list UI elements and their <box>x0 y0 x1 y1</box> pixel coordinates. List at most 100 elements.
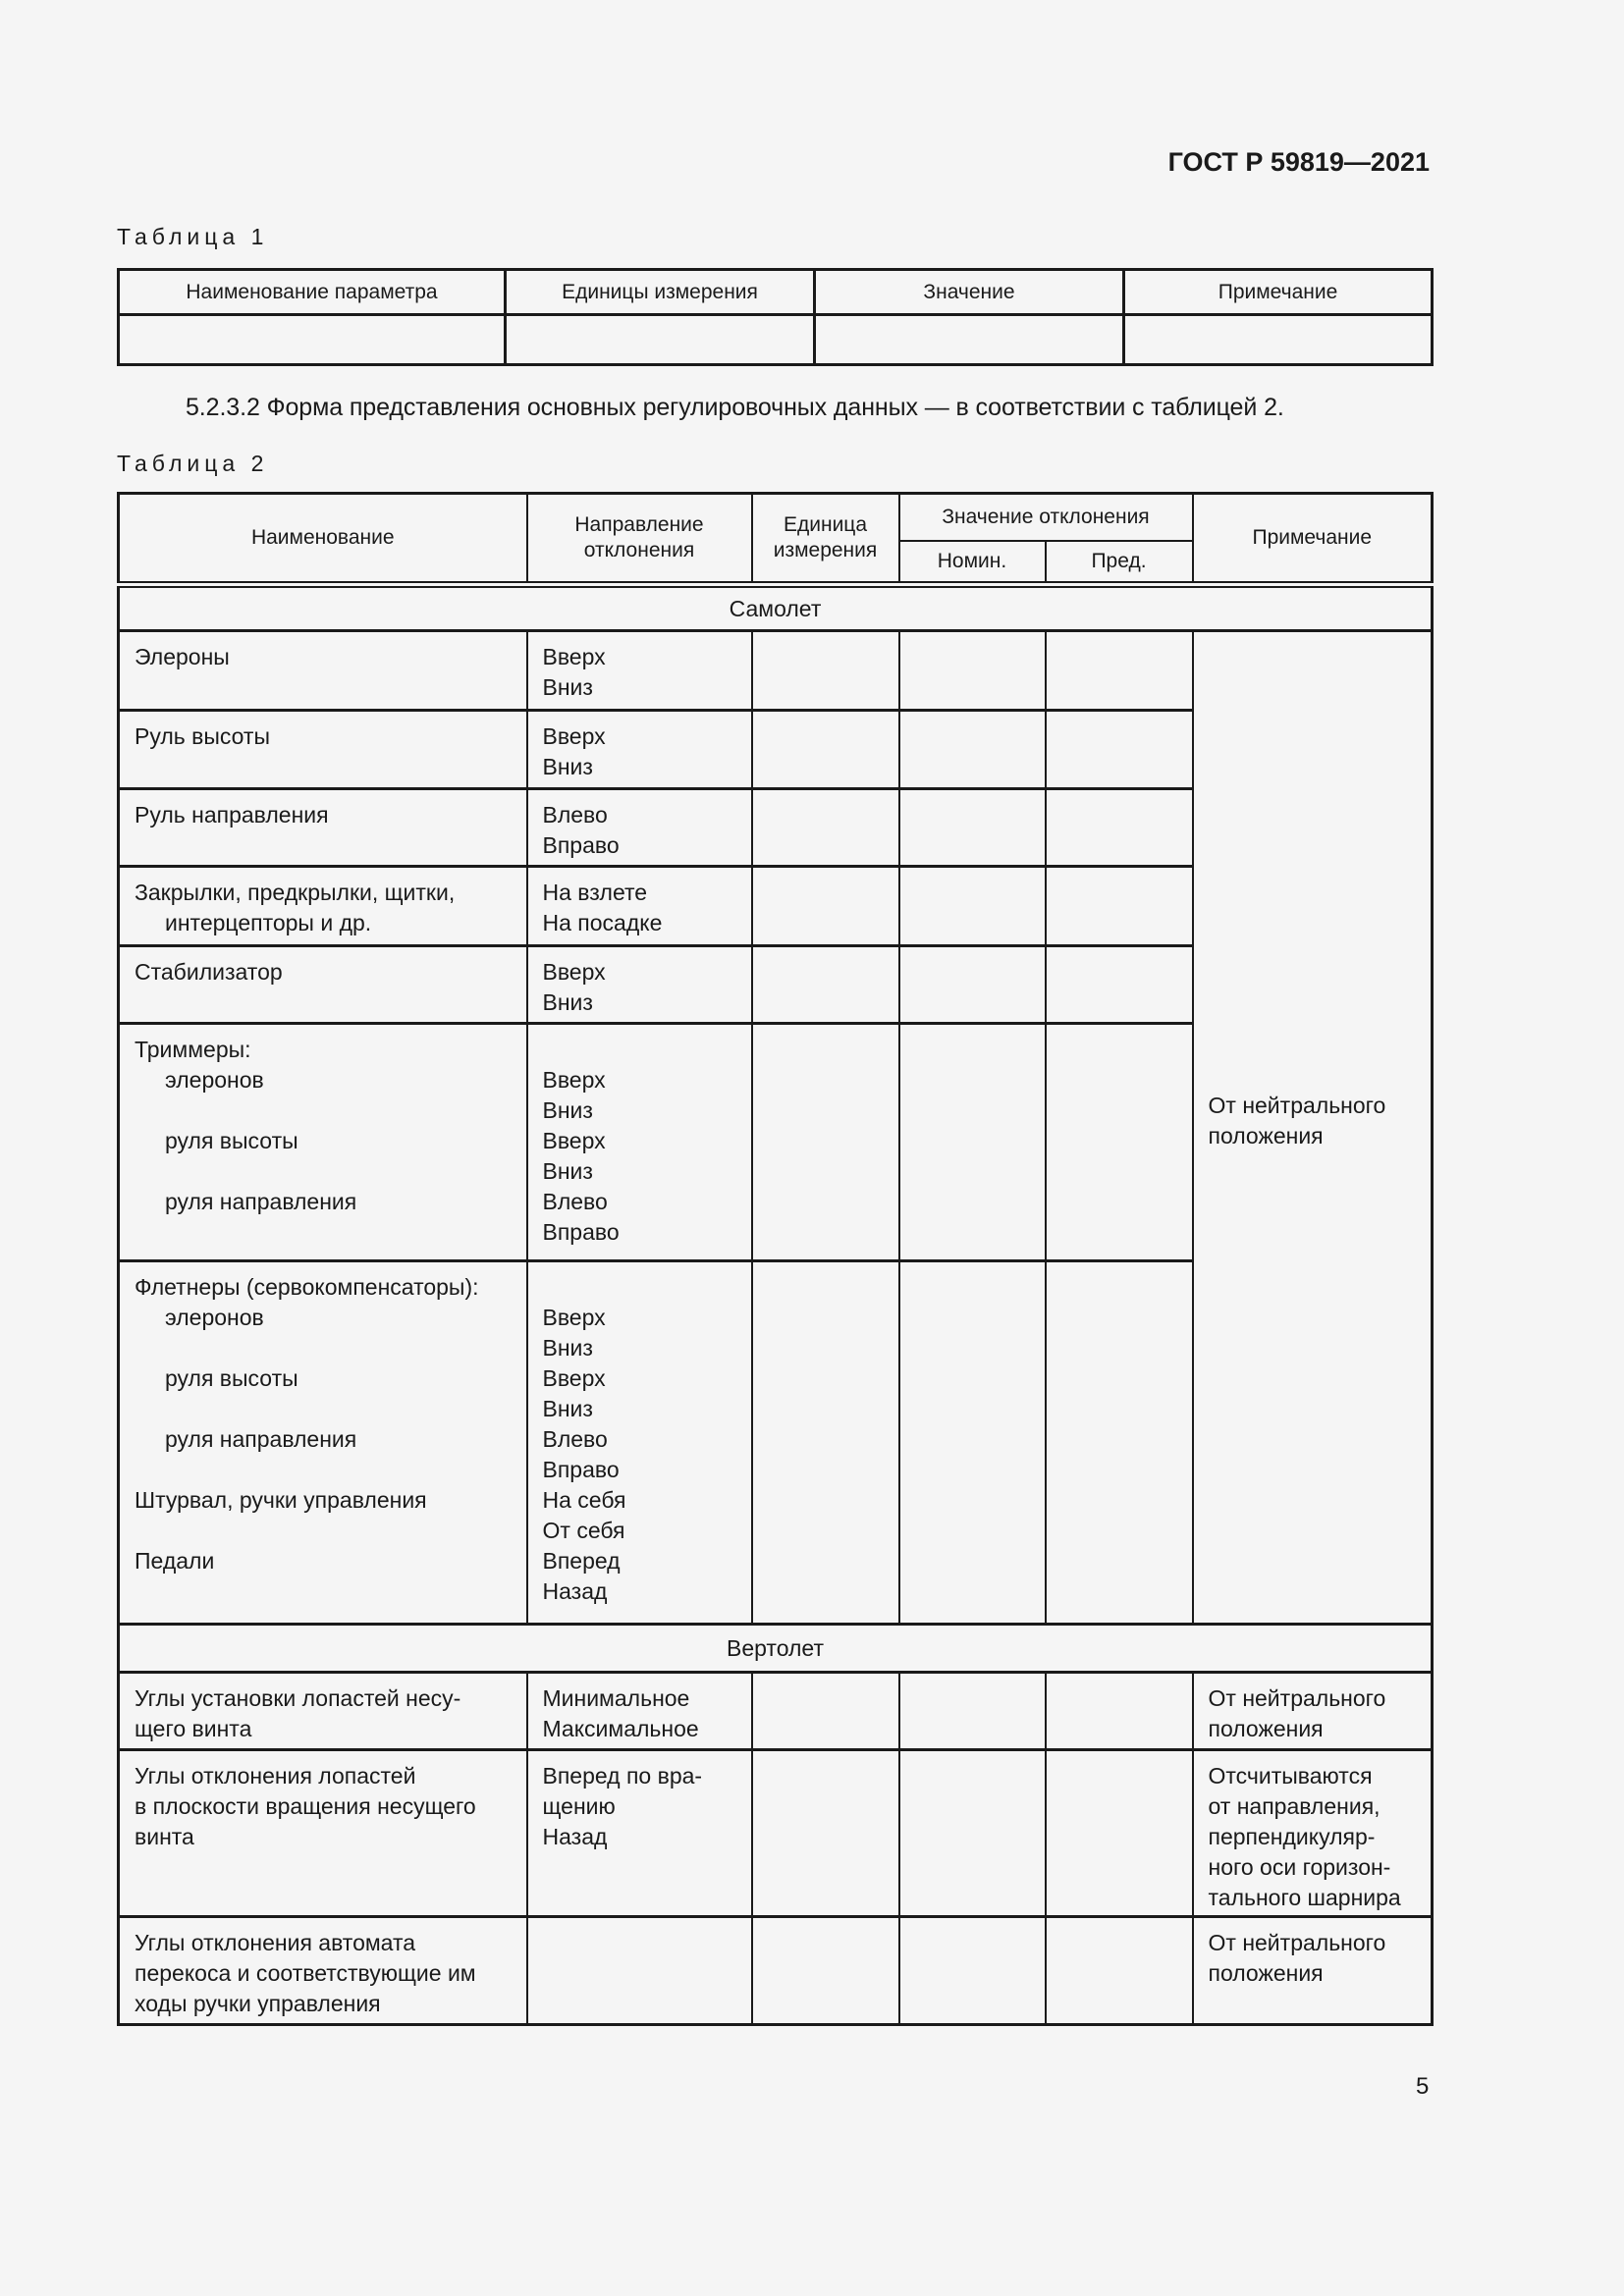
cell-line: Вверх <box>542 644 606 669</box>
direction-cell: Вверх Вниз <box>525 709 753 790</box>
table-row: Флетнеры (сервокомпенсаторы): элеронов рул… <box>117 1259 1433 1626</box>
table1-header-cell: Значение <box>813 268 1125 316</box>
document-code: ГОСТ Р 59819—2021 <box>1167 147 1430 177</box>
limit-cell <box>1044 865 1194 947</box>
table-row: Руль высоты Вверх Вниз <box>117 709 1433 790</box>
cell-line: Отсчитываются <box>1208 1763 1373 1789</box>
header-direction-text: Направление отклонения <box>574 513 704 561</box>
cell-line: Вниз <box>542 674 593 700</box>
direction-cell: Вперед по вра-щению Назад <box>525 1748 753 1918</box>
unit-cell <box>750 865 900 947</box>
nominal-cell <box>897 1915 1047 2026</box>
cell-content: Вперед по вра-щению Назад <box>528 1751 751 1852</box>
unit-cell <box>750 1915 900 2026</box>
name-cell: Руль высоты <box>117 709 528 790</box>
nominal-cell <box>897 944 1047 1025</box>
table1-cell <box>1122 313 1434 366</box>
table2-header-row: Наименование Направление отклонения Един… <box>117 492 1434 588</box>
cell-line: Углы отклонения лопастей <box>135 1763 416 1789</box>
name-cell: Углы отклонения автомата перекоса и соотв… <box>117 1915 528 2026</box>
header-value-group: Значение отклонения <box>897 492 1194 542</box>
cell-line: Вверх <box>542 1305 606 1330</box>
cell-line: Вверх <box>542 959 606 985</box>
direction-cell: Вверх Вниз <box>525 944 753 1025</box>
limit-cell <box>1044 1259 1194 1626</box>
table1-header-cell: Единицы измерения <box>504 268 816 316</box>
page-number: 5 <box>1416 2073 1430 2100</box>
header-limit: Пред. <box>1044 539 1194 588</box>
cell-line: Руль направления <box>135 802 329 828</box>
direction-cell: Вверх Вниз Вверх Вниз Влево Вправо <box>525 1022 753 1262</box>
nominal-cell <box>897 709 1047 790</box>
cell-line: Назад <box>542 1824 608 1849</box>
cell-line: винта <box>135 1824 194 1849</box>
cell-content: Руль направления <box>120 790 526 830</box>
cell-line: Вниз <box>542 754 593 779</box>
direction-cell: Вверх Вниз Вверх Вниз Влево Вправо На себя От с… <box>525 1259 753 1626</box>
note-cell: От нейтрального положения <box>1191 1915 1434 2026</box>
cell-line: элеронов <box>165 1067 264 1093</box>
table-row: Углы отклонения автомата перекоса и соотв… <box>117 1915 1434 2026</box>
cell-line: Вправо <box>542 1457 620 1482</box>
cell-line: На посадке <box>542 910 663 935</box>
cell-content: Вверх Вниз Вверх Вниз Влево Вправо На себя От с… <box>528 1262 751 1607</box>
cell-line: Минимальное <box>542 1685 690 1711</box>
cell-content: От нейтрального положения <box>1194 1091 1432 1151</box>
section-helicopter: Вертолет <box>117 1623 1434 1674</box>
section-airplane: Самолет <box>117 583 1434 632</box>
table2-subheader-row: Номин. Пред. <box>119 539 1433 588</box>
table2-caption: Таблица 2 <box>117 451 269 476</box>
cell-line: щего винта <box>135 1716 252 1741</box>
cell-content: На взлете На посадке <box>528 868 751 938</box>
table1-cell <box>813 313 1125 366</box>
nominal-cell <box>897 1748 1047 1918</box>
table-row: Элероны Вверх Вниз От нейтрального положения <box>117 629 1434 1626</box>
cell-line: Стабилизатор <box>135 959 283 985</box>
table1-cell <box>504 313 816 366</box>
cell-line: Триммеры: <box>135 1037 251 1062</box>
table1-caption: Таблица 1 <box>117 224 269 249</box>
direction-cell: Минимальное Максимальное <box>525 1671 753 1751</box>
cell-content: Флетнеры (сервокомпенсаторы): элеронов рул… <box>120 1262 526 1576</box>
cell-line <box>543 1272 739 1303</box>
limit-cell <box>1044 709 1194 790</box>
cell-line: На себя <box>542 1487 626 1513</box>
cell-line <box>135 1156 514 1187</box>
header-note: Примечание <box>1191 492 1434 588</box>
cell-line: Вправо <box>542 1219 620 1245</box>
cell-line <box>135 1394 514 1424</box>
cell-line: руля высоты <box>165 1365 298 1391</box>
table1-empty-row <box>117 313 1434 366</box>
cell-line: Вниз <box>542 1097 593 1123</box>
table1-cell <box>117 313 507 366</box>
cell-line: От себя <box>542 1518 625 1543</box>
unit-cell <box>750 787 900 868</box>
cell-line: Назад <box>542 1578 608 1604</box>
cell-content <box>528 1918 751 1928</box>
cell-content: Вверх Вниз Вверх Вниз Влево Вправо <box>528 1025 751 1248</box>
paragraph-5-2-3-2: 5.2.3.2 Форма представления основных рег… <box>186 394 1284 421</box>
cell-content: Влево Вправо <box>528 790 751 861</box>
name-cell: Углы установки лопастей несу-щего винта <box>117 1671 528 1751</box>
table1-header-cell: Наименование параметра <box>117 268 507 316</box>
name-cell: Закрылки, предкрылки, щитки, интерцепторы… <box>117 865 528 947</box>
unit-cell <box>750 944 900 1025</box>
cell-line: Вперед <box>542 1548 621 1574</box>
direction-cell <box>525 1915 753 2026</box>
cell-line <box>135 1455 514 1485</box>
cell-line: Вперед по вра- <box>542 1763 703 1789</box>
cell-line: От нейтрального <box>1208 1092 1386 1118</box>
cell-line: Вверх <box>542 1128 606 1153</box>
name-cell: Стабилизатор <box>117 944 528 1025</box>
cell-line: интерцепторы и др. <box>165 910 372 935</box>
cell-line: Вверх <box>542 1067 606 1093</box>
cell-content: Минимальное Максимальное <box>528 1674 751 1744</box>
name-cell: Руль направления <box>117 787 528 868</box>
cell-line: руля высоты <box>165 1128 298 1153</box>
cell-content: Закрылки, предкрылки, щитки, интерцепторы… <box>120 868 526 938</box>
cell-line: Влево <box>542 1189 608 1214</box>
header-name: Наименование <box>117 492 528 588</box>
cell-content: Отсчитываются от направления, перпендикуля… <box>1194 1751 1432 1913</box>
table-1: Наименование параметра Единицы измерения… <box>117 268 1434 366</box>
header-unit: Единица измерения <box>750 492 900 588</box>
